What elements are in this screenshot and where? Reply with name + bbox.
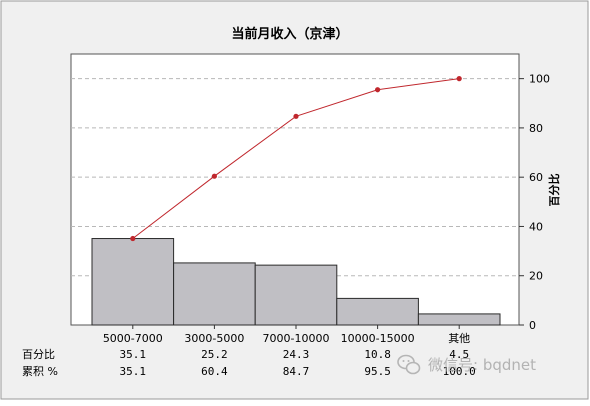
- table-cumulative-value: 60.4: [201, 365, 228, 378]
- chart-title: 当前月收入（京津）: [231, 26, 348, 42]
- wechat-icon: [397, 354, 421, 375]
- bars: [91, 238, 501, 326]
- y-axis-label-right: 百分比: [547, 174, 561, 207]
- y-tick-label: 20: [529, 270, 543, 283]
- y-tick-label: 100: [529, 73, 550, 86]
- y-tick-label: 80: [529, 122, 543, 135]
- cumulative-line: [130, 76, 462, 242]
- y-tick-label: 0: [529, 319, 536, 332]
- bar-0: [91, 238, 175, 326]
- table-row-label-cumulative: 累积 %: [22, 365, 58, 378]
- table-cumulative-value: 100.0: [443, 365, 476, 378]
- table-cumulative-value: 35.1: [120, 365, 147, 378]
- table-percent-value: 24.3: [283, 348, 310, 361]
- bar-3: [336, 297, 419, 326]
- table-cumulative-value: 95.5: [364, 365, 391, 378]
- bar-2: [254, 264, 338, 326]
- cumulative-point-4: [456, 76, 462, 82]
- data-table: 35.1 25.2 24.3 10.8 4.5 35.1 60.4 84.7 95.5 100.0: [120, 348, 476, 378]
- table-percent-value: 10.8: [364, 348, 391, 361]
- x-tick-labels: 5000-7000 3000-5000 7000-10000 10000-15000 其…: [103, 325, 470, 345]
- bar-1: [173, 262, 256, 326]
- cumulative-point-0: [130, 235, 136, 242]
- x-tick-label: 其他: [448, 332, 470, 345]
- x-tick-label: 5000-7000: [103, 332, 163, 345]
- cumulative-point-3: [375, 87, 381, 93]
- x-tick-label: 10000-15000: [341, 332, 415, 345]
- table-percent-value: 25.2: [201, 348, 228, 361]
- cumulative-point-1: [211, 173, 217, 179]
- watermark: 微信号: bqdnet: [397, 354, 536, 375]
- right-axis: 0 20 40 60 80 100: [519, 73, 550, 332]
- table-percent-value: 4.5: [449, 348, 469, 361]
- bar-4: [417, 313, 501, 326]
- table-row-label-percent: 百分比: [22, 348, 55, 361]
- cumulative-point-2: [293, 113, 299, 119]
- x-tick-label: 3000-5000: [184, 332, 244, 345]
- x-tick-label: 7000-10000: [263, 332, 330, 345]
- y-tick-label: 60: [529, 171, 543, 184]
- y-tick-label: 40: [529, 220, 543, 233]
- table-cumulative-value: 84.7: [283, 365, 310, 378]
- table-percent-value: 35.1: [120, 348, 147, 361]
- watermark-text: 微信号: bqdnet: [428, 356, 536, 374]
